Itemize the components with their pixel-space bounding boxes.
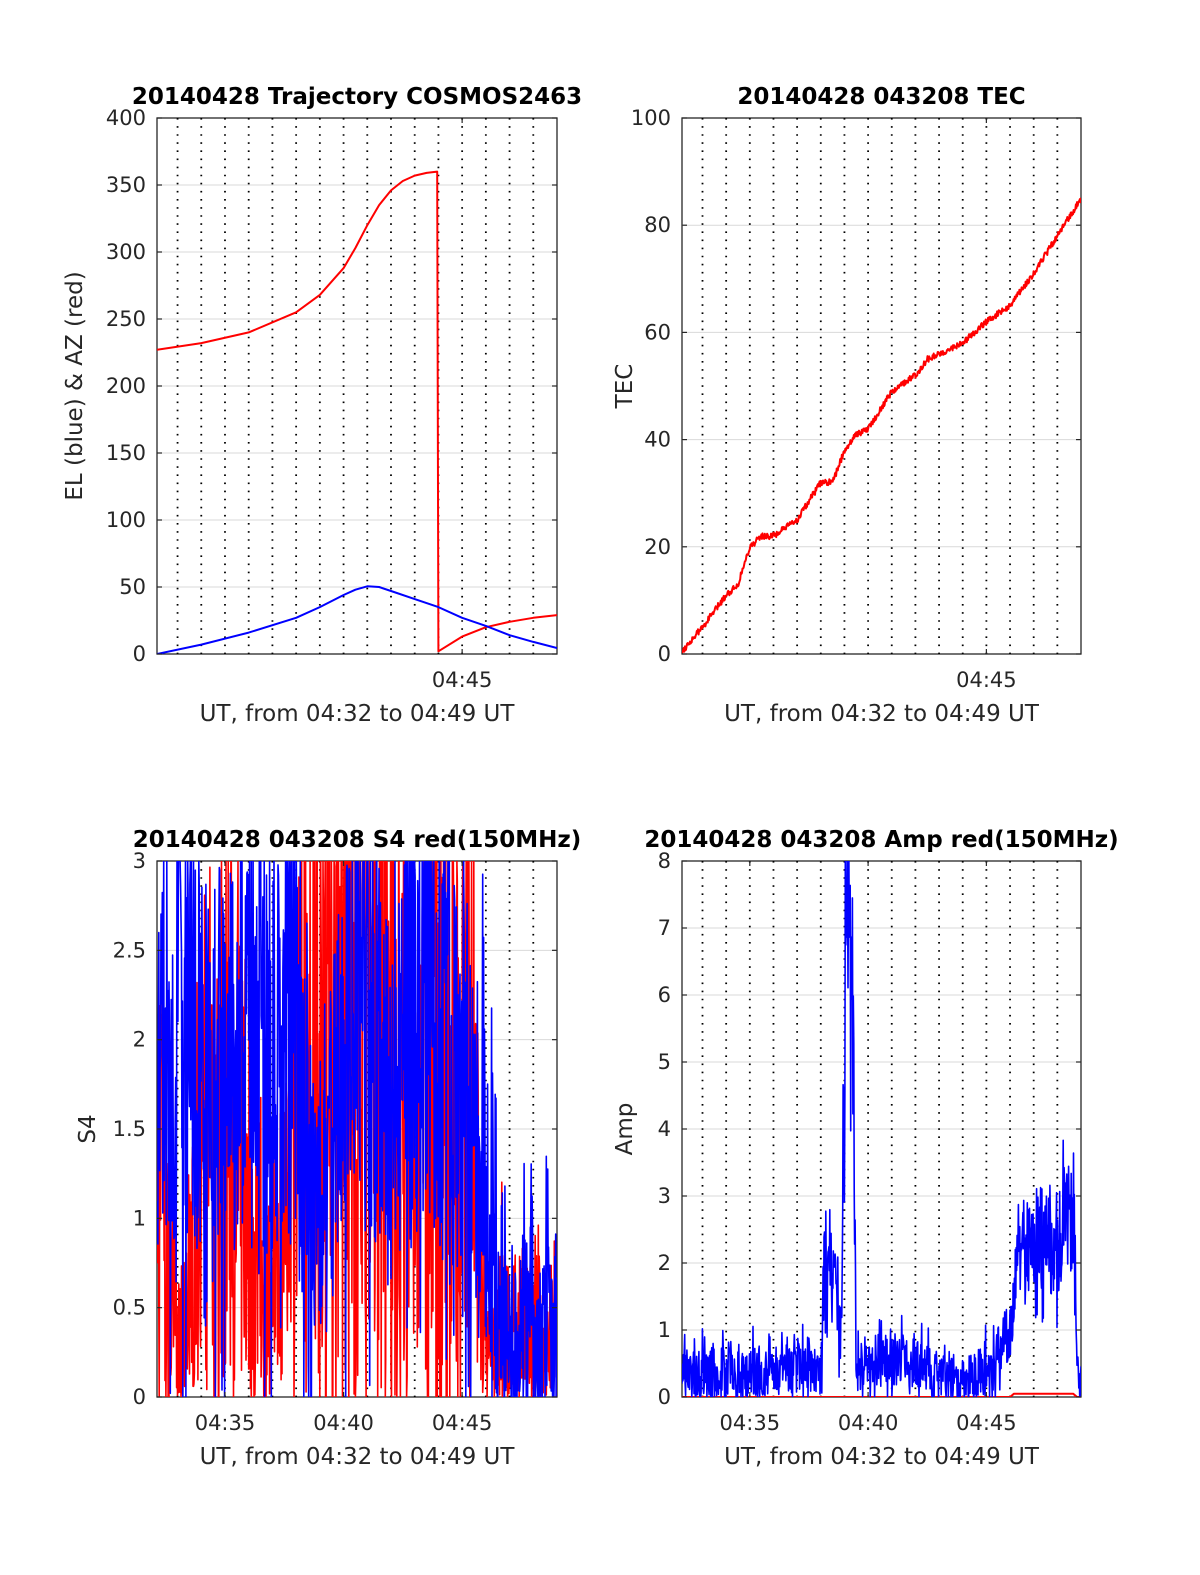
chart-tec: 0 20 40 60 80 100 04:45 20140428 043208 TEC UT, … (612, 84, 1082, 727)
plot-area (681, 117, 1082, 655)
y-tick-label: 0 (658, 1385, 671, 1409)
chart-title: 20140428 043208 TEC (737, 84, 1025, 110)
x-tick-label: 04:45 (432, 1411, 493, 1435)
series-line-blue (157, 861, 557, 1397)
y-axis-label: TEC (612, 364, 638, 410)
x-tick-label: 04:45 (956, 1411, 1017, 1435)
series-line-red (157, 861, 557, 1397)
series-line-red (157, 170, 557, 653)
chart-title: 20140428 043208 Amp red(150MHz) (644, 827, 1118, 853)
x-tick-label: 04:40 (313, 1411, 374, 1435)
y-tick-label: 5 (658, 1050, 671, 1074)
x-axis-label: UT, from 04:32 to 04:49 UT (200, 701, 516, 727)
series-group (157, 861, 557, 1397)
chart-s4: 0 0.5 1 1.5 2 2.5 3 04:35 04:40 04:45 20140428 043… (75, 827, 581, 1470)
series-group (682, 197, 1081, 654)
series-line-blue (157, 585, 557, 654)
chart-amp: 0 1 2 3 4 5 6 7 8 04:35 04:40 04:45 20140428 043208 … (612, 827, 1119, 1470)
y-axis-label: EL (blue) & AZ (red) (62, 271, 88, 500)
series-group (682, 861, 1081, 1397)
x-tick-label: 04:35 (195, 1411, 256, 1435)
y-tick-label: 100 (631, 106, 671, 130)
x-tick-label: 04:35 (720, 1411, 781, 1435)
y-tick-label: 4 (658, 1117, 671, 1141)
y-axis-label: S4 (75, 1114, 101, 1143)
y-tick-label: 350 (106, 173, 146, 197)
x-axis-label: UT, from 04:32 to 04:49 UT (724, 1444, 1040, 1470)
y-tick-label: 3 (133, 849, 146, 873)
x-tick-label: 04:40 (838, 1411, 899, 1435)
y-tick-label: 100 (106, 508, 146, 532)
y-tick-label: 200 (106, 374, 146, 398)
y-tick-label: 2.5 (113, 938, 146, 962)
y-tick-label: 250 (106, 307, 146, 331)
chart-title: 20140428 Trajectory COSMOS2463 (132, 84, 582, 110)
series-line-blue (682, 861, 1081, 1397)
y-axis-label: Amp (612, 1103, 638, 1156)
y-tick-label: 50 (119, 575, 146, 599)
series-line-red (682, 1392, 1081, 1397)
x-axis-label: UT, from 04:32 to 04:49 UT (200, 1444, 516, 1470)
chart-traj: 0 50 100 150 200 250 300 350 400 04:45 20140428 Tr… (62, 84, 582, 727)
y-tick-label: 0 (133, 642, 146, 666)
y-tick-label: 3 (658, 1184, 671, 1208)
y-tick-label: 20 (644, 535, 671, 559)
y-tick-label: 0 (133, 1385, 146, 1409)
y-tick-label: 0 (658, 642, 671, 666)
y-tick-label: 40 (644, 428, 671, 452)
y-tick-label: 8 (658, 849, 671, 873)
y-tick-label: 300 (106, 240, 146, 264)
y-tick-label: 1 (658, 1318, 671, 1342)
x-axis-label: UT, from 04:32 to 04:49 UT (724, 701, 1040, 727)
y-tick-label: 7 (658, 916, 671, 940)
y-tick-label: 0.5 (113, 1296, 146, 1320)
y-tick-label: 1.5 (113, 1117, 146, 1141)
y-tick-label: 6 (658, 983, 671, 1007)
y-tick-label: 80 (644, 213, 671, 237)
y-tick-label: 2 (133, 1028, 146, 1052)
y-tick-label: 400 (106, 106, 146, 130)
chart-title: 20140428 043208 S4 red(150MHz) (133, 827, 582, 853)
y-tick-label: 60 (644, 320, 671, 344)
series-group (157, 170, 557, 654)
x-tick-label: 04:45 (432, 668, 493, 692)
y-tick-label: 1 (133, 1206, 146, 1230)
x-tick-label: 04:45 (956, 668, 1017, 692)
series-line-red (682, 197, 1081, 654)
y-tick-label: 2 (658, 1251, 671, 1275)
y-tick-label: 150 (106, 441, 146, 465)
